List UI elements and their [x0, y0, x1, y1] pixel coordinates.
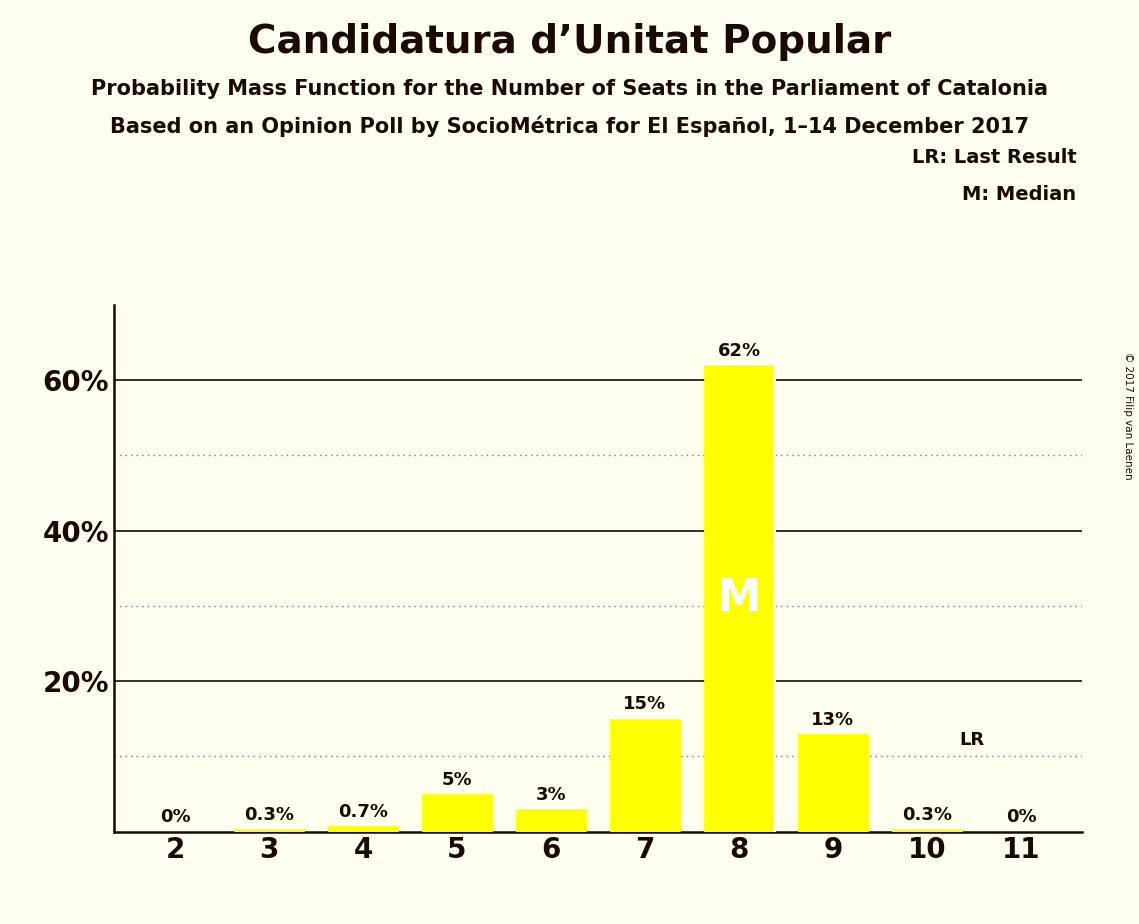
Text: 3%: 3% [535, 785, 566, 804]
Text: LR: Last Result: LR: Last Result [911, 148, 1076, 167]
Text: 5%: 5% [442, 771, 473, 789]
Bar [892, 830, 962, 832]
Text: Candidatura d’Unitat Popular: Candidatura d’Unitat Popular [248, 23, 891, 61]
Text: 0.3%: 0.3% [902, 806, 952, 824]
Bar [516, 809, 587, 832]
Text: M: M [716, 577, 761, 620]
Text: 62%: 62% [718, 342, 761, 359]
Bar [609, 719, 680, 832]
Text: © 2017 Filip van Laenen: © 2017 Filip van Laenen [1123, 352, 1133, 480]
Text: Based on an Opinion Poll by SocioMétrica for El Español, 1–14 December 2017: Based on an Opinion Poll by SocioMétrica… [110, 116, 1029, 137]
Text: M: Median: M: Median [962, 185, 1076, 204]
Bar [421, 794, 492, 832]
Text: Probability Mass Function for the Number of Seats in the Parliament of Catalonia: Probability Mass Function for the Number… [91, 79, 1048, 99]
Text: 0.3%: 0.3% [244, 806, 294, 824]
Text: LR: LR [960, 731, 985, 748]
Text: 0.7%: 0.7% [338, 803, 388, 821]
Bar [704, 365, 775, 832]
Bar [233, 830, 304, 832]
Bar [797, 734, 868, 832]
Text: 15%: 15% [623, 696, 666, 713]
Bar [328, 826, 399, 832]
Text: 0%: 0% [1006, 808, 1036, 826]
Text: 0%: 0% [159, 808, 190, 826]
Text: 13%: 13% [811, 711, 854, 728]
